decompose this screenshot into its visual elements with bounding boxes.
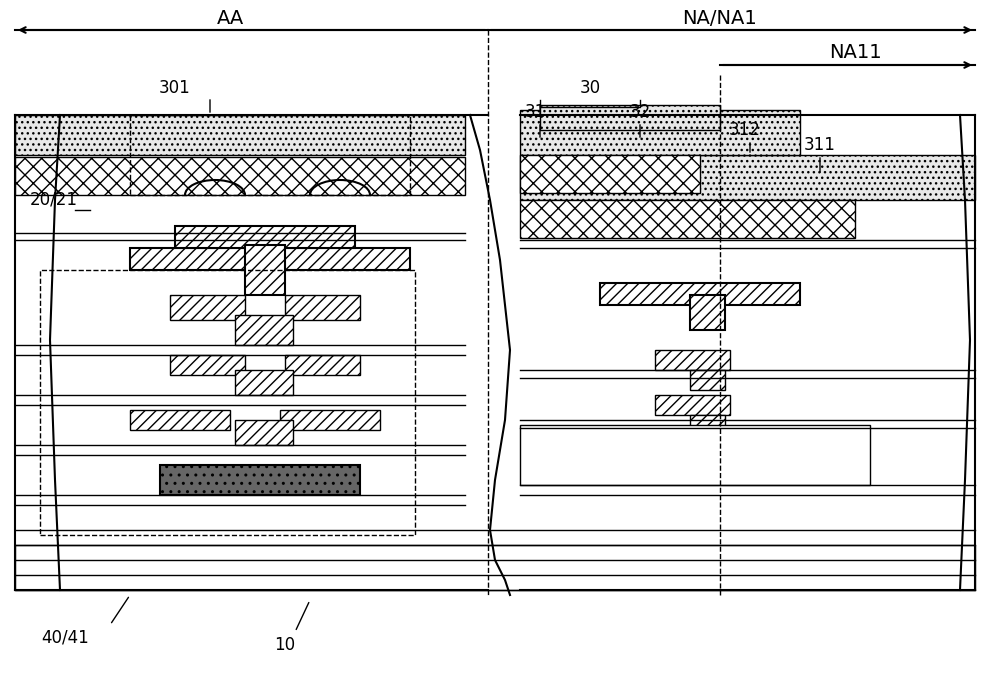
Bar <box>15 115 465 155</box>
Bar <box>520 425 870 485</box>
Bar <box>540 105 720 130</box>
Bar <box>655 350 730 370</box>
Bar <box>690 415 725 435</box>
Text: 40/41: 40/41 <box>41 629 89 647</box>
Text: NA11: NA11 <box>829 42 881 61</box>
Bar <box>245 245 285 295</box>
Text: 10: 10 <box>274 636 296 654</box>
Bar <box>520 155 700 193</box>
Text: 312: 312 <box>729 121 761 139</box>
Bar <box>170 355 245 375</box>
Bar <box>690 295 725 330</box>
Bar <box>520 200 855 238</box>
Bar <box>40 270 415 535</box>
Bar <box>130 115 410 195</box>
Bar <box>690 370 725 390</box>
Bar <box>15 157 465 195</box>
Text: 311: 311 <box>804 136 836 154</box>
Text: 30: 30 <box>579 79 601 97</box>
Bar <box>130 248 410 270</box>
Bar <box>285 295 360 320</box>
Bar <box>600 283 800 305</box>
Text: AA: AA <box>216 9 244 27</box>
Bar <box>175 226 355 248</box>
Bar <box>655 395 730 415</box>
Bar <box>160 465 360 495</box>
Bar <box>170 295 245 320</box>
Text: NA/NA1: NA/NA1 <box>683 9 757 27</box>
Bar <box>520 110 800 155</box>
Bar <box>130 410 230 430</box>
Bar <box>520 155 975 200</box>
Text: 31: 31 <box>524 103 546 121</box>
Bar <box>235 370 293 395</box>
Bar <box>285 355 360 375</box>
Text: 301: 301 <box>159 79 191 97</box>
Bar <box>235 315 293 345</box>
Bar <box>280 410 380 430</box>
Text: 20/21: 20/21 <box>30 191 78 209</box>
Bar <box>15 545 975 590</box>
Bar <box>235 420 293 445</box>
Text: 32: 32 <box>629 103 651 121</box>
